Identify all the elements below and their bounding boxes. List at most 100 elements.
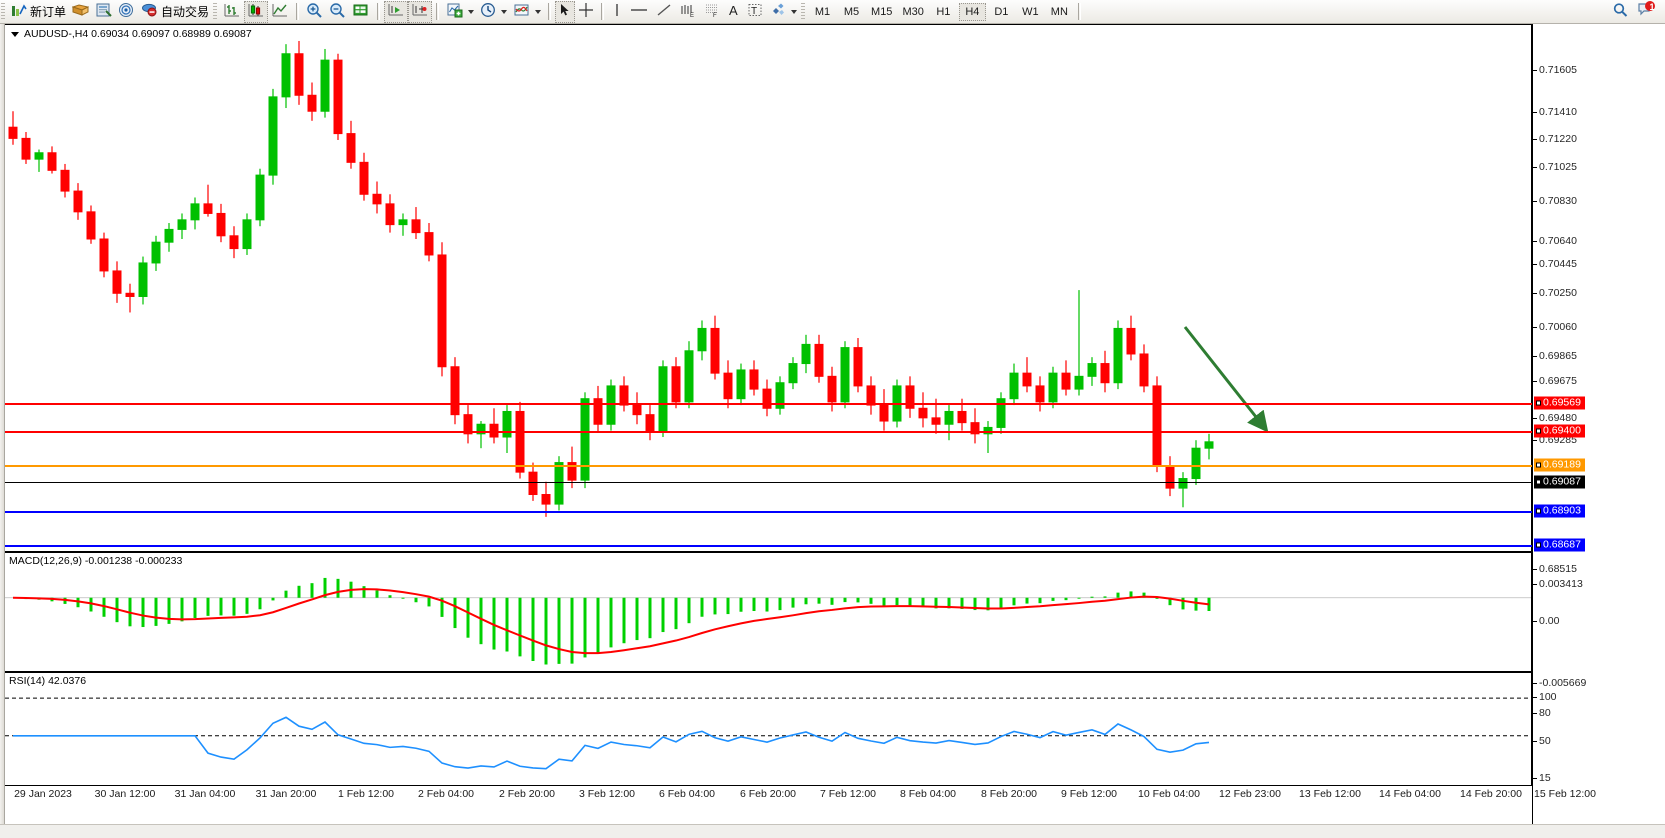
timeframe-h4[interactable]: H4 — [958, 2, 986, 21]
news-icon — [95, 2, 112, 21]
time-axis-label: 8 Feb 20:00 — [980, 788, 1038, 800]
new-order-label: 新订单 — [30, 5, 67, 19]
vertical-line-icon — [611, 2, 623, 21]
time-axis-label: 1 Feb 12:00 — [337, 788, 395, 800]
timeframe-d1[interactable]: D1 — [994, 5, 1009, 18]
templates-button[interactable] — [510, 1, 544, 23]
signals-button[interactable] — [115, 1, 138, 23]
pivot-level-badge[interactable]: 0.69189 — [1534, 458, 1585, 472]
time-axis-label: 30 Jan 12:00 — [94, 788, 156, 800]
time-axis-label: 12 Feb 23:00 — [1219, 788, 1281, 800]
period-button[interactable] — [477, 1, 510, 23]
chevron-down-icon-3[interactable] — [535, 9, 542, 14]
candlestick-chart-button[interactable] — [244, 0, 269, 23]
toolbar-grip-3[interactable] — [801, 2, 806, 21]
timeframe-m15[interactable]: M15 — [871, 5, 893, 18]
trendline-button[interactable] — [652, 1, 676, 23]
timeframe-w1[interactable]: W1 — [1022, 5, 1039, 18]
resistance-level-2-badge[interactable]: 0.69400 — [1534, 424, 1585, 438]
chevron-down-icon-2[interactable] — [501, 9, 508, 14]
objects-button[interactable] — [766, 1, 800, 23]
toolbar-grip[interactable] — [1, 2, 5, 21]
scale-tick — [1533, 167, 1537, 168]
label-button[interactable]: T — [744, 1, 766, 23]
price-scale[interactable]: 0.71605 0.71410 0.71220 0.71025 0.70830 0.706… — [1532, 24, 1665, 838]
scale-tick — [1533, 440, 1537, 441]
chart-menu-caret-icon[interactable] — [11, 31, 19, 37]
search-button[interactable] — [1609, 1, 1633, 23]
crosshair-button[interactable] — [575, 1, 597, 23]
timeframe-m1[interactable]: M1 — [814, 5, 831, 18]
autotrading-label: 自动交易 — [161, 5, 210, 19]
elliott-wave-icon: E — [679, 2, 697, 21]
timeframe-h1[interactable]: H1 — [936, 5, 951, 18]
data-window-icon — [352, 2, 370, 21]
scale-tick — [1533, 264, 1537, 265]
price-tick-label: 0.71605 — [1539, 64, 1577, 76]
autotrading-button[interactable]: 自动交易 — [138, 1, 212, 23]
price-pane[interactable]: AUDUSD-,H4 0.69034 0.69097 0.68989 0.690… — [5, 24, 1532, 552]
add-indicator-button[interactable] — [443, 1, 477, 23]
horizontal-line-icon — [629, 2, 649, 21]
toolbar-separator-5 — [601, 3, 605, 20]
scale-tick — [1533, 70, 1537, 71]
toolbar-grip-2[interactable] — [213, 2, 218, 21]
chart-area[interactable]: AUDUSD-,H4 0.69034 0.69097 0.68989 0.690… — [0, 24, 1665, 838]
support-level-2-badge[interactable]: 0.68687 — [1534, 538, 1585, 552]
elliott-wave-button[interactable]: E — [676, 1, 700, 23]
last-price-label-badge[interactable]: 0.69087 — [1534, 475, 1585, 489]
auto-scroll-icon — [387, 2, 405, 21]
time-axis-label: 31 Jan 20:00 — [255, 788, 317, 800]
time-axis-label: 2 Feb 20:00 — [498, 788, 556, 800]
bar-chart-button[interactable] — [220, 1, 244, 23]
macd-pane[interactable]: MACD(12,26,9) -0.001238 -0.000233 — [5, 552, 1532, 672]
time-axis-label: 6 Feb 04:00 — [658, 788, 716, 800]
data-window-button[interactable] — [349, 1, 373, 23]
support-level-1-badge[interactable]: 0.68903 — [1534, 504, 1585, 518]
cursor-icon — [558, 2, 572, 21]
candlestick-chart-icon — [247, 2, 265, 21]
timeframe-m30[interactable]: M30 — [902, 5, 924, 18]
vertical-line-button[interactable] — [608, 1, 626, 23]
cursor-button[interactable] — [555, 0, 576, 23]
zoom-in-button[interactable] — [303, 1, 326, 23]
chart-shift-button[interactable] — [408, 0, 433, 23]
time-axis-label: 9 Feb 12:00 — [1060, 788, 1118, 800]
rsi-pane[interactable]: RSI(14) 42.0376 — [5, 672, 1532, 786]
time-axis-label: 29 Jan 2023 — [14, 788, 72, 800]
toolbar-separator-6 — [1077, 3, 1081, 20]
scale-tick — [1533, 139, 1537, 140]
scale-tick — [1533, 112, 1537, 113]
chevron-down-icon-4[interactable] — [791, 9, 798, 14]
notification-badge-count: 1 — [1649, 1, 1655, 12]
text-button[interactable]: A — [724, 1, 744, 23]
support-level-2-value: 0.68687 — [1543, 538, 1581, 551]
timeframe-m5[interactable]: M5 — [843, 5, 860, 18]
notifications-button[interactable]: 1 — [1633, 1, 1659, 23]
line-chart-icon — [271, 2, 289, 21]
auto-scroll-button[interactable] — [384, 0, 409, 23]
folder-button[interactable] — [69, 1, 92, 23]
crosshair-icon — [578, 2, 594, 21]
chart-title-bar[interactable]: AUDUSD-,H4 0.69034 0.69097 0.68989 0.690… — [11, 28, 252, 40]
timeframe-mn[interactable]: MN — [1050, 5, 1068, 18]
rsi-tick-label: 15 — [1539, 772, 1551, 784]
chevron-down-icon[interactable] — [468, 9, 475, 14]
annotation-layer[interactable] — [5, 24, 1532, 552]
fibonacci-button[interactable]: F — [700, 1, 724, 23]
zoom-out-button[interactable] — [326, 1, 349, 23]
time-axis-label: 8 Feb 04:00 — [899, 788, 957, 800]
scale-tick — [1533, 683, 1537, 684]
autotrading-icon — [141, 2, 158, 21]
line-chart-button[interactable] — [268, 1, 292, 23]
resistance-level-1-badge[interactable]: 0.69569 — [1534, 396, 1585, 410]
horizontal-line-button[interactable] — [626, 1, 652, 23]
news-button[interactable] — [92, 1, 115, 23]
chart-shift-icon — [411, 2, 429, 21]
support-level-1-value: 0.68903 — [1543, 504, 1581, 517]
templates-icon — [513, 2, 531, 21]
svg-text:T: T — [751, 6, 757, 17]
new-order-button[interactable]: 新订单 — [8, 1, 69, 23]
rsi-tick-label: 100 — [1539, 691, 1557, 703]
price-tick-label: 0.69865 — [1539, 350, 1577, 362]
